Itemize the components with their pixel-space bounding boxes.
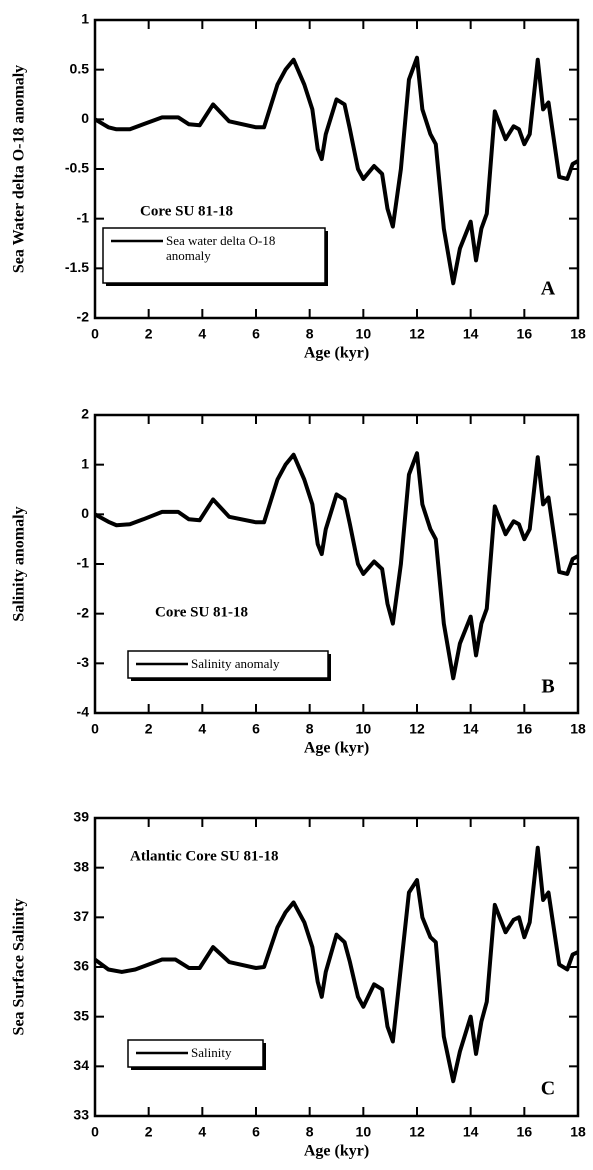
x-tick-label: 4: [198, 721, 206, 737]
x-tick-label: 12: [409, 326, 425, 342]
panel-label: B: [541, 676, 554, 698]
y-tick-label: -1: [77, 555, 90, 571]
x-tick-label: 0: [91, 1124, 99, 1140]
x-axis-label: Age (kyr): [304, 740, 369, 757]
y-axis-label: Salinity anomaly: [11, 506, 28, 621]
y-tick-label: 1: [81, 11, 89, 27]
x-tick-label: 0: [91, 326, 99, 342]
y-axis-label: Sea Surface Salinity: [11, 899, 28, 1036]
y-tick-label: 2: [81, 406, 89, 422]
y-tick-label: 1: [81, 455, 89, 471]
x-tick-label: 6: [252, 326, 260, 342]
x-tick-label: 8: [306, 326, 314, 342]
x-tick-label: 4: [198, 1124, 206, 1140]
x-tick-label: 12: [409, 1124, 425, 1140]
legend-label-box: Salinity: [191, 1045, 232, 1060]
y-tick-label: 35: [73, 1007, 89, 1023]
legend-label-box: Salinity anomaly: [191, 656, 280, 671]
x-tick-label: 10: [356, 326, 372, 342]
x-tick-label: 0: [91, 721, 99, 737]
x-axis-label: Age (kyr): [304, 345, 369, 362]
x-tick-label: 12: [409, 721, 425, 737]
annotation: Core SU 81-18: [155, 604, 248, 620]
y-tick-label: -2: [77, 604, 90, 620]
y-tick-label: 39: [73, 809, 89, 825]
x-tick-label: 10: [356, 1124, 372, 1140]
x-tick-label: 16: [517, 721, 533, 737]
y-tick-label: -4: [77, 704, 90, 720]
data-line: [93, 55, 579, 286]
data-line: [94, 451, 579, 681]
x-tick-label: 6: [252, 721, 260, 737]
x-tick-label: 18: [570, 326, 586, 342]
data-line: [93, 845, 579, 1084]
x-tick-label: 14: [463, 1124, 479, 1140]
x-tick-label: 16: [517, 326, 533, 342]
legend-label: Sea water delta O-18 anomaly: [166, 233, 276, 263]
annotation: Atlantic Core SU 81-18: [130, 848, 278, 864]
x-tick-label: 18: [570, 1124, 586, 1140]
legend-label: Salinity: [191, 1045, 232, 1060]
y-tick-label: 33: [73, 1107, 89, 1123]
x-tick-label: 2: [145, 721, 153, 737]
y-tick-label: 0: [81, 505, 89, 521]
x-tick-label: 10: [356, 721, 372, 737]
x-tick-label: 14: [463, 326, 479, 342]
y-tick-label: -3: [77, 654, 90, 670]
x-tick-label: 16: [517, 1124, 533, 1140]
y-tick-label: 36: [73, 958, 89, 974]
y-tick-label: 37: [73, 908, 89, 924]
x-tick-label: 14: [463, 721, 479, 737]
panel-label: C: [541, 1078, 555, 1100]
y-tick-label: 34: [73, 1057, 89, 1073]
legend-box: [102, 227, 326, 284]
y-tick-label: -1: [77, 209, 90, 225]
annotation: Core SU 81-18: [140, 203, 233, 219]
y-tick-label: -1.5: [65, 259, 89, 275]
x-tick-label: 4: [198, 326, 206, 342]
x-tick-label: 8: [306, 721, 314, 737]
legend-label-box: Sea water delta O-18 anomaly: [166, 233, 276, 263]
x-tick-label: 18: [570, 721, 586, 737]
x-tick-label: 2: [145, 1124, 153, 1140]
x-tick-label: 2: [145, 326, 153, 342]
legend-label: Salinity anomaly: [191, 656, 280, 671]
x-tick-label: 6: [252, 1124, 260, 1140]
y-tick-label: 0: [81, 110, 89, 126]
y-tick-label: 0.5: [70, 60, 90, 76]
y-tick-label: -0.5: [65, 160, 89, 176]
y-tick-label: 38: [73, 858, 89, 874]
panel-label: A: [541, 278, 556, 300]
y-axis-label: Sea Water delta O-18 anomaly: [11, 65, 28, 273]
x-tick-label: 8: [306, 1124, 314, 1140]
y-tick-label: -2: [77, 309, 90, 325]
x-axis-label: Age (kyr): [304, 1143, 369, 1160]
